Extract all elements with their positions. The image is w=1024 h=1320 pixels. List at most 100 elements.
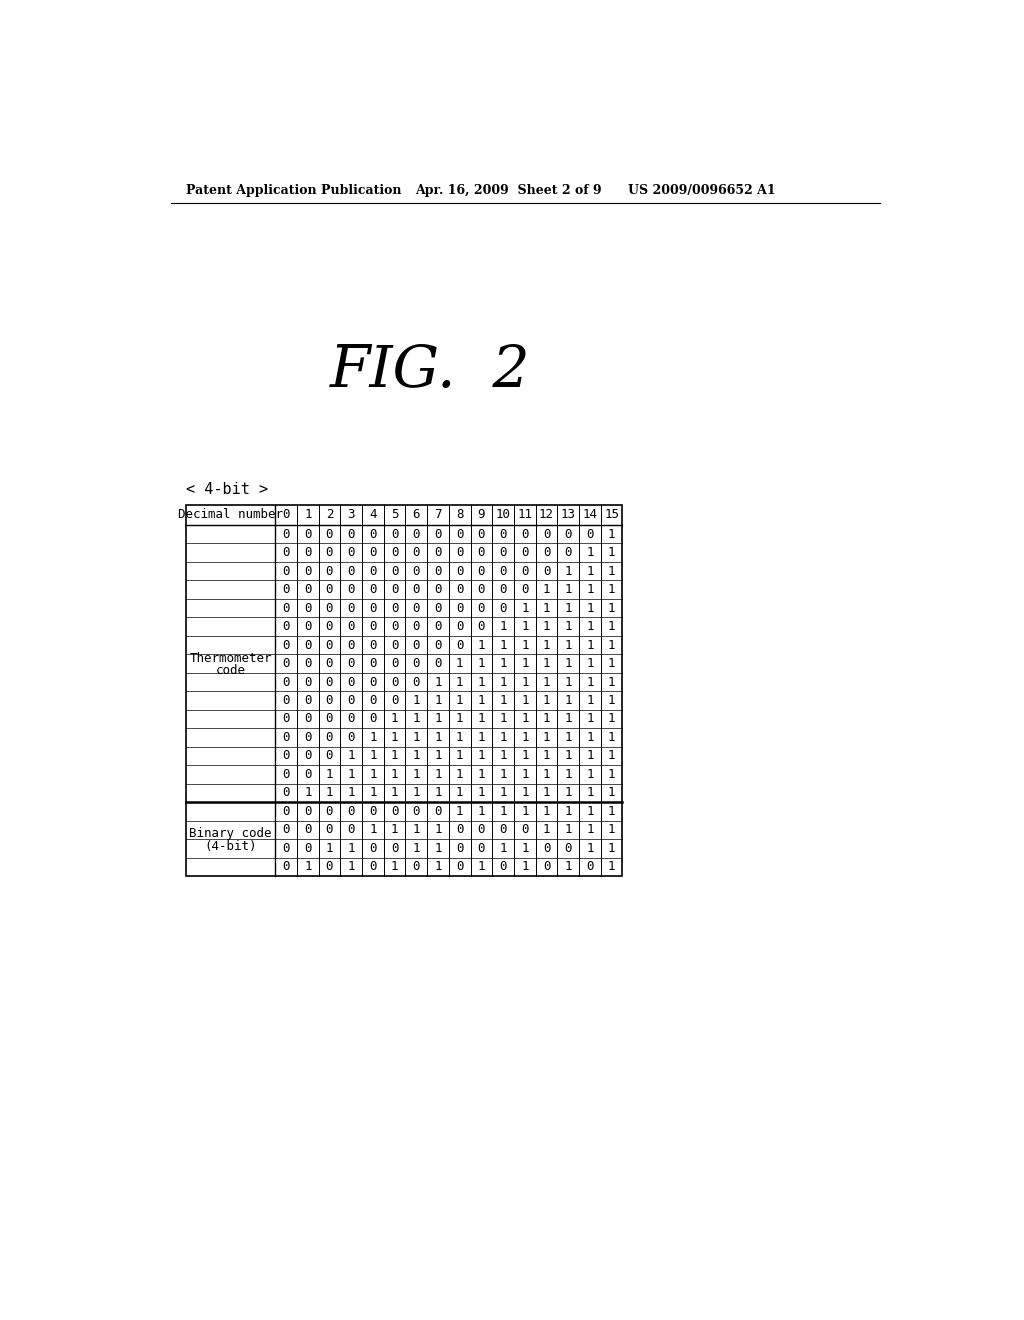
Text: 0: 0 bbox=[369, 602, 377, 615]
Text: 0: 0 bbox=[564, 528, 572, 541]
Text: 1: 1 bbox=[564, 676, 572, 689]
Text: 1: 1 bbox=[586, 713, 594, 726]
Text: 0: 0 bbox=[456, 620, 464, 634]
Text: 6: 6 bbox=[413, 508, 420, 521]
Text: 1: 1 bbox=[586, 824, 594, 837]
Text: 1: 1 bbox=[543, 787, 550, 800]
Text: 1: 1 bbox=[434, 713, 441, 726]
Text: 0: 0 bbox=[391, 694, 398, 708]
Text: 0: 0 bbox=[456, 824, 464, 837]
Text: 0: 0 bbox=[413, 657, 420, 671]
Text: 0: 0 bbox=[326, 546, 333, 560]
Text: 1: 1 bbox=[391, 787, 398, 800]
Text: 1: 1 bbox=[608, 750, 615, 763]
Text: 0: 0 bbox=[304, 583, 311, 597]
Text: 1: 1 bbox=[434, 750, 441, 763]
Text: 1: 1 bbox=[543, 824, 550, 837]
Text: 0: 0 bbox=[521, 583, 528, 597]
Text: 1: 1 bbox=[391, 824, 398, 837]
Text: 0: 0 bbox=[347, 546, 355, 560]
Text: 0: 0 bbox=[347, 565, 355, 578]
Text: 0: 0 bbox=[283, 694, 290, 708]
Text: 1: 1 bbox=[564, 565, 572, 578]
Text: 1: 1 bbox=[434, 768, 441, 781]
Text: 1: 1 bbox=[608, 787, 615, 800]
Text: 1: 1 bbox=[477, 805, 485, 818]
Text: 0: 0 bbox=[326, 713, 333, 726]
Text: 0: 0 bbox=[391, 657, 398, 671]
Text: 0: 0 bbox=[283, 528, 290, 541]
Text: 0: 0 bbox=[521, 824, 528, 837]
Text: 1: 1 bbox=[500, 620, 507, 634]
Text: 1: 1 bbox=[369, 731, 377, 744]
Text: 0: 0 bbox=[304, 620, 311, 634]
Text: 0: 0 bbox=[369, 528, 377, 541]
Text: 0: 0 bbox=[347, 602, 355, 615]
Text: 8: 8 bbox=[456, 508, 464, 521]
Text: 1: 1 bbox=[608, 546, 615, 560]
Text: 1: 1 bbox=[608, 565, 615, 578]
Text: 1: 1 bbox=[369, 787, 377, 800]
Text: 1: 1 bbox=[456, 750, 464, 763]
Text: 1: 1 bbox=[543, 639, 550, 652]
Text: 1: 1 bbox=[521, 731, 528, 744]
Text: 0: 0 bbox=[283, 824, 290, 837]
Text: 0: 0 bbox=[500, 602, 507, 615]
Text: 0: 0 bbox=[347, 620, 355, 634]
Text: 1: 1 bbox=[477, 676, 485, 689]
Text: 0: 0 bbox=[347, 676, 355, 689]
Text: 1: 1 bbox=[477, 787, 485, 800]
Text: 1: 1 bbox=[413, 713, 420, 726]
Text: 0: 0 bbox=[326, 657, 333, 671]
Text: Apr. 16, 2009  Sheet 2 of 9: Apr. 16, 2009 Sheet 2 of 9 bbox=[415, 185, 601, 197]
Text: 0: 0 bbox=[326, 583, 333, 597]
Text: 1: 1 bbox=[543, 750, 550, 763]
Text: code: code bbox=[216, 664, 246, 677]
Text: 0: 0 bbox=[521, 565, 528, 578]
Text: 0: 0 bbox=[347, 694, 355, 708]
Text: 1: 1 bbox=[500, 713, 507, 726]
Text: 0: 0 bbox=[413, 528, 420, 541]
Text: 1: 1 bbox=[521, 713, 528, 726]
Text: 1: 1 bbox=[543, 657, 550, 671]
Text: 3: 3 bbox=[347, 508, 355, 521]
Text: 1: 1 bbox=[500, 639, 507, 652]
Text: 1: 1 bbox=[586, 583, 594, 597]
Text: 1: 1 bbox=[413, 768, 420, 781]
Text: 0: 0 bbox=[543, 528, 550, 541]
Text: 1: 1 bbox=[521, 639, 528, 652]
Text: 1: 1 bbox=[586, 731, 594, 744]
Text: 1: 1 bbox=[543, 602, 550, 615]
Text: 0: 0 bbox=[283, 861, 290, 874]
Text: 1: 1 bbox=[608, 842, 615, 855]
Text: 0: 0 bbox=[434, 602, 441, 615]
Text: 0: 0 bbox=[434, 546, 441, 560]
Text: 1: 1 bbox=[369, 768, 377, 781]
Text: 0: 0 bbox=[326, 639, 333, 652]
Text: 0: 0 bbox=[347, 824, 355, 837]
Text: 0: 0 bbox=[283, 805, 290, 818]
Text: 1: 1 bbox=[413, 787, 420, 800]
Text: 1: 1 bbox=[608, 639, 615, 652]
Text: 1: 1 bbox=[347, 787, 355, 800]
Text: 1: 1 bbox=[521, 676, 528, 689]
Text: 0: 0 bbox=[500, 583, 507, 597]
Text: 0: 0 bbox=[543, 546, 550, 560]
Text: 1: 1 bbox=[456, 787, 464, 800]
Text: 1: 1 bbox=[608, 861, 615, 874]
Text: 0: 0 bbox=[500, 546, 507, 560]
Text: 15: 15 bbox=[604, 508, 620, 521]
Text: 0: 0 bbox=[369, 694, 377, 708]
Text: 1: 1 bbox=[326, 842, 333, 855]
Text: 0: 0 bbox=[413, 583, 420, 597]
Text: 1: 1 bbox=[564, 713, 572, 726]
Text: 1: 1 bbox=[477, 750, 485, 763]
Text: 0: 0 bbox=[283, 713, 290, 726]
Text: 0: 0 bbox=[304, 528, 311, 541]
Text: 0: 0 bbox=[477, 620, 485, 634]
Text: 1: 1 bbox=[543, 805, 550, 818]
Text: 0: 0 bbox=[304, 546, 311, 560]
Text: 0: 0 bbox=[369, 639, 377, 652]
Text: 1: 1 bbox=[500, 805, 507, 818]
Text: 0: 0 bbox=[369, 676, 377, 689]
